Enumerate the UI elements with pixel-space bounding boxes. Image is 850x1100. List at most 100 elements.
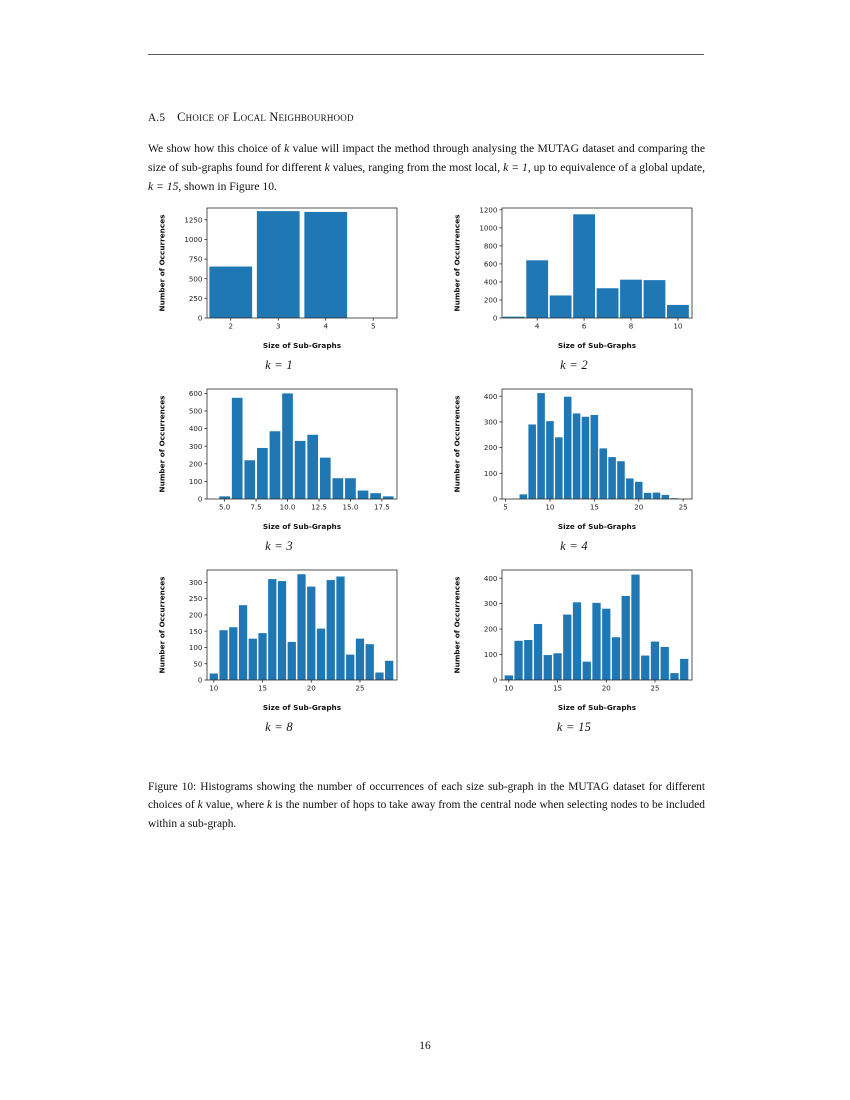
svg-text:20: 20: [602, 684, 612, 693]
svg-text:3: 3: [276, 322, 281, 331]
svg-text:400: 400: [484, 392, 498, 401]
body-text-2: value will impact the method through ana…: [148, 142, 705, 174]
svg-text:200: 200: [484, 296, 498, 305]
svg-text:1200: 1200: [479, 205, 498, 214]
caption-text-1: Figure 10: Histograms showing the number…: [148, 781, 705, 812]
svg-text:Number of Occurrences: Number of Occurrences: [158, 396, 167, 493]
svg-text:10: 10: [209, 684, 219, 693]
subplot-caption-k8: k = 8: [265, 720, 293, 735]
svg-text:8: 8: [629, 322, 634, 331]
svg-text:1000: 1000: [184, 235, 203, 244]
svg-text:20: 20: [307, 684, 317, 693]
figure-10: 2 3 4 5 0 250 500 750 1000 1250 Size of Sub-Graphs…: [148, 200, 705, 743]
svg-text:25: 25: [355, 684, 364, 693]
svg-text:0: 0: [198, 495, 203, 504]
svg-text:200: 200: [189, 459, 203, 468]
svg-text:750: 750: [189, 255, 203, 264]
svg-text:Size of Sub-Graphs: Size of Sub-Graphs: [558, 522, 636, 531]
figure-row-2: 5.0 7.5 10.0 12.5 15.0 17.5 0 100 200 300 400 500 60…: [148, 381, 705, 562]
svg-text:500: 500: [189, 274, 203, 283]
subplot-cell-k8: 10 15 20 25 0 50 100 150 200 250 300 Size of Sub-Gr…: [148, 562, 410, 743]
subplot-caption-k2: k = 2: [560, 358, 588, 373]
svg-text:300: 300: [484, 418, 498, 427]
subplot-cell-k2: 4 6 8 10 0 200 400 600 800 1000 1200 Size of Sub-Gr…: [443, 200, 705, 381]
subplot-caption-k4-text: k = 4: [560, 539, 588, 553]
svg-text:0: 0: [493, 314, 498, 323]
svg-text:100: 100: [484, 469, 498, 478]
subplot-caption-k1-text: k = 1: [265, 358, 293, 372]
svg-text:1250: 1250: [184, 215, 203, 224]
body-text-3: values, ranging from the most local,: [329, 160, 504, 174]
svg-text:0: 0: [493, 676, 498, 685]
svg-text:200: 200: [484, 443, 498, 452]
svg-text:600: 600: [484, 260, 498, 269]
svg-text:10.0: 10.0: [280, 503, 296, 512]
svg-text:10: 10: [504, 684, 514, 693]
histogram-k2: 4 6 8 10 0 200 400 600 800 1000 1200 Size of Sub-Gr…: [450, 200, 698, 352]
svg-text:2: 2: [228, 322, 233, 331]
body-math-k-equals-15: k = 15: [148, 179, 179, 193]
histogram-k4: 5 10 15 20 25 0 100 200 300 400 Size of Sub-Graphs…: [450, 381, 698, 533]
svg-text:Size of Sub-Graphs: Size of Sub-Graphs: [263, 703, 341, 712]
svg-text:Size of Sub-Graphs: Size of Sub-Graphs: [263, 522, 341, 531]
caption-math-k-2: k: [267, 799, 273, 812]
svg-text:Size of Sub-Graphs: Size of Sub-Graphs: [263, 341, 341, 350]
svg-text:15: 15: [258, 684, 267, 693]
subplot-caption-k2-text: k = 2: [560, 358, 588, 372]
svg-text:800: 800: [484, 241, 498, 250]
svg-text:150: 150: [189, 627, 203, 636]
svg-text:4: 4: [323, 322, 328, 331]
section-heading: A.5 Choice of Local Neighbourhood: [148, 110, 708, 125]
figure-caption: Figure 10: Histograms showing the number…: [148, 778, 705, 833]
section-title: Choice of Local Neighbourhood: [177, 110, 354, 124]
svg-text:15: 15: [590, 503, 599, 512]
svg-text:20: 20: [634, 503, 644, 512]
svg-text:250: 250: [189, 294, 203, 303]
svg-text:15: 15: [553, 684, 562, 693]
svg-text:5: 5: [503, 503, 508, 512]
subplot-caption-k3-text: k = 3: [265, 539, 293, 553]
svg-text:250: 250: [189, 594, 203, 603]
svg-text:12.5: 12.5: [311, 503, 327, 512]
svg-text:Number of Occurrences: Number of Occurrences: [158, 215, 167, 312]
svg-text:300: 300: [189, 442, 203, 451]
svg-text:50: 50: [193, 659, 203, 668]
svg-text:Number of Occurrences: Number of Occurrences: [158, 577, 167, 674]
svg-text:Number of Occurrences: Number of Occurrences: [453, 215, 462, 312]
subplot-caption-k1: k = 1: [265, 358, 293, 373]
svg-text:5: 5: [371, 322, 376, 331]
histogram-k15: 10 15 20 25 0 100 200 300 400 Size of Sub-Graphs N…: [450, 562, 698, 714]
body-text-4: , up to equivalence of a global update,: [527, 160, 705, 174]
svg-text:Number of Occurrences: Number of Occurrences: [453, 577, 462, 674]
svg-text:100: 100: [189, 643, 203, 652]
svg-text:25: 25: [679, 503, 688, 512]
caption-text-2: value, where: [202, 799, 268, 812]
svg-text:10: 10: [673, 322, 683, 331]
svg-text:Number of Occurrences: Number of Occurrences: [453, 396, 462, 493]
svg-text:6: 6: [582, 322, 587, 331]
svg-text:Size of Sub-Graphs: Size of Sub-Graphs: [558, 341, 636, 350]
svg-text:300: 300: [189, 578, 203, 587]
body-text-1: We show how this choice of: [148, 142, 285, 155]
histogram-k8: 10 15 20 25 0 50 100 150 200 250 300 Size of Sub-Gr…: [155, 562, 403, 714]
svg-text:200: 200: [189, 611, 203, 620]
body-paragraph: We show how this choice of k value will …: [148, 140, 705, 197]
svg-text:15.0: 15.0: [343, 503, 359, 512]
svg-text:0: 0: [198, 314, 203, 323]
svg-text:7.5: 7.5: [250, 503, 261, 512]
body-text-5: , shown in Figure 10.: [178, 179, 277, 193]
svg-text:0: 0: [493, 495, 498, 504]
svg-text:1000: 1000: [479, 223, 498, 232]
section-number: A.5: [148, 112, 166, 124]
caption-text-3: is the number of hops to take away from …: [148, 799, 705, 830]
page-number: 16: [419, 1040, 431, 1052]
subplot-cell-k15: 10 15 20 25 0 100 200 300 400 Size of Sub-Graphs N…: [443, 562, 705, 743]
body-math-k-1: k: [284, 142, 290, 155]
subplot-caption-k15: k = 15: [557, 720, 591, 735]
svg-text:100: 100: [189, 477, 203, 486]
body-math-k-equals-1: k = 1: [503, 160, 528, 174]
caption-math-k-1: k: [197, 799, 203, 812]
header-rule: [148, 54, 704, 55]
svg-text:25: 25: [650, 684, 659, 693]
svg-text:400: 400: [484, 574, 498, 583]
